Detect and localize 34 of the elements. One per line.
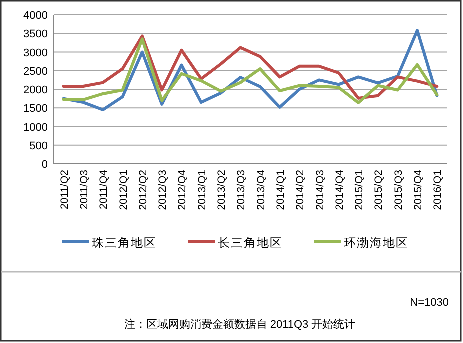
text: 注：区域网购消费金额数据自 2011Q3 开始统计 bbox=[124, 318, 356, 331]
y-tick-label: 1500 bbox=[24, 103, 48, 116]
x-tick-label: 2013/Q1 bbox=[196, 170, 208, 210]
x-tick-label: 2012/Q4 bbox=[176, 170, 189, 210]
legend-label: 长三角地区 bbox=[218, 236, 283, 250]
x-tick-label: 2011/Q4 bbox=[98, 170, 110, 210]
x-tick-label: 2015/Q3 bbox=[392, 170, 405, 210]
x-tick-label: 2012/Q2 bbox=[137, 170, 150, 210]
legend-label: 环渤海地区 bbox=[344, 236, 409, 250]
y-tick-label: 2500 bbox=[24, 66, 48, 78]
x-tick-label: 2014/Q1 bbox=[274, 170, 287, 210]
x-tick-label: 2015/Q1 bbox=[354, 170, 366, 210]
y-tick-label: 3500 bbox=[24, 28, 48, 41]
y-tick-label: 4000 bbox=[24, 10, 48, 22]
y-tick-label: 2000 bbox=[24, 84, 48, 96]
y-tick-label: 500 bbox=[30, 140, 48, 152]
x-tick-label: 2011/Q2 bbox=[58, 170, 71, 210]
y-tick-label: 3000 bbox=[24, 47, 48, 60]
y-tick-label: 1000 bbox=[24, 122, 48, 134]
x-tick-label: 2012/Q3 bbox=[157, 170, 170, 210]
x-tick-label: 2013/Q4 bbox=[255, 170, 268, 210]
x-tick-label: 2015/Q4 bbox=[412, 170, 425, 210]
y-tick-label: 0 bbox=[42, 159, 48, 171]
x-tick-label: 2014/Q4 bbox=[334, 170, 346, 210]
x-tick-label: 2014/Q3 bbox=[314, 170, 326, 210]
legend-label: 珠三角地区 bbox=[92, 236, 157, 250]
x-tick-label: 2012/Q1 bbox=[118, 170, 130, 210]
x-tick-label: 2016/Q1 bbox=[432, 170, 444, 210]
x-tick-label: 2013/Q3 bbox=[236, 170, 248, 210]
x-tick-label: 2014/Q2 bbox=[294, 170, 307, 210]
x-tick-label: 2013/Q2 bbox=[216, 170, 228, 210]
x-tick-label: 2011/Q3 bbox=[78, 170, 90, 210]
text: N=1030 bbox=[410, 297, 449, 309]
x-tick-label: 2015/Q2 bbox=[373, 170, 386, 210]
